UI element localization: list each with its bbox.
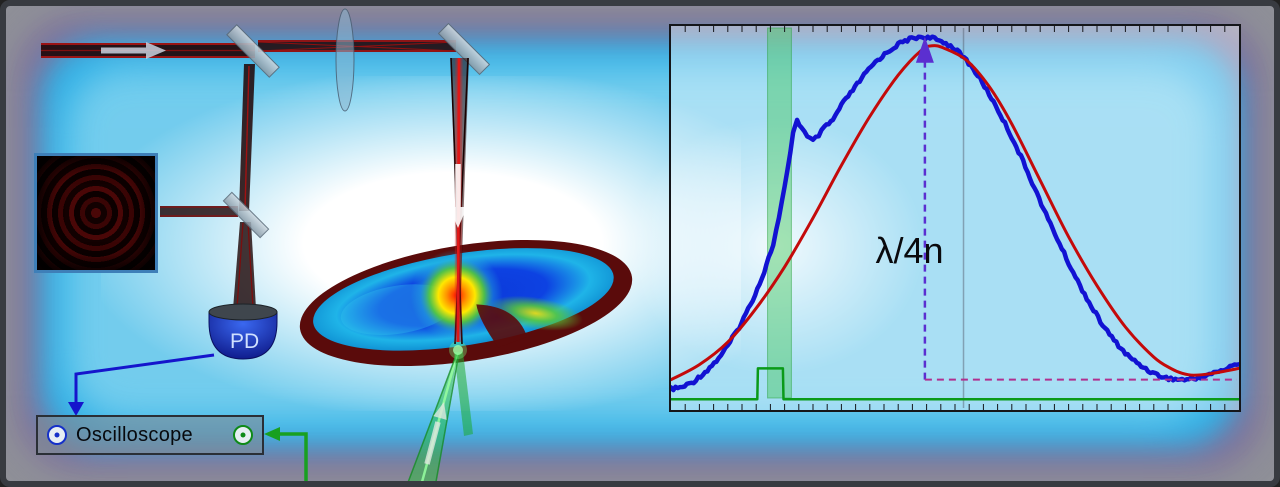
inset-beam <box>160 206 238 217</box>
pd-signal-wire <box>68 353 215 416</box>
focusing-lens <box>335 8 355 112</box>
wire-arrow-down <box>68 402 84 416</box>
transmitted-pump-beam <box>454 352 473 436</box>
sample-film-heatmap <box>299 239 633 367</box>
pd-body <box>208 311 278 360</box>
pd-cap <box>208 303 278 321</box>
signal-plot: λ/4n <box>669 24 1241 412</box>
steering-mirror <box>437 22 491 76</box>
reference-beam <box>239 64 255 211</box>
beamsplitter-2 <box>222 191 270 239</box>
beam-direction-arrow <box>101 42 166 59</box>
bnc-connector-signal-icon <box>47 425 67 445</box>
film-fold <box>476 304 528 348</box>
oscilloscope-label: Oscilloscope <box>76 423 193 446</box>
oscilloscope-box: Oscilloscope <box>36 415 264 455</box>
lambda-quarter-annotation: λ/4n <box>875 229 944 271</box>
trigger-pulse-curve <box>671 367 1239 401</box>
detector-beam <box>233 222 256 309</box>
contact-glow-core <box>453 345 463 355</box>
trigger-wire <box>264 427 308 481</box>
optics-diagram: PD <box>41 8 633 481</box>
chart-canvas <box>671 26 1239 410</box>
beamsplitter-1 <box>226 24 280 78</box>
bnc-connector-trigger-icon <box>233 425 253 445</box>
relay-beam <box>257 40 457 52</box>
wire-arrow-left <box>264 427 280 441</box>
interference-rings-inset <box>34 153 158 273</box>
pump-beam-cone <box>407 352 460 481</box>
background-white-core-2 <box>626 116 926 376</box>
pump-beam-arrow <box>424 402 447 465</box>
pd-label: PD <box>230 330 259 353</box>
smooth-fit-curve <box>671 44 1239 382</box>
pd-detector: PD <box>208 303 278 360</box>
probe-beam-arrow <box>449 164 467 228</box>
photodiode-signal-curve <box>671 34 1239 393</box>
annotation-arrowhead <box>915 36 934 63</box>
